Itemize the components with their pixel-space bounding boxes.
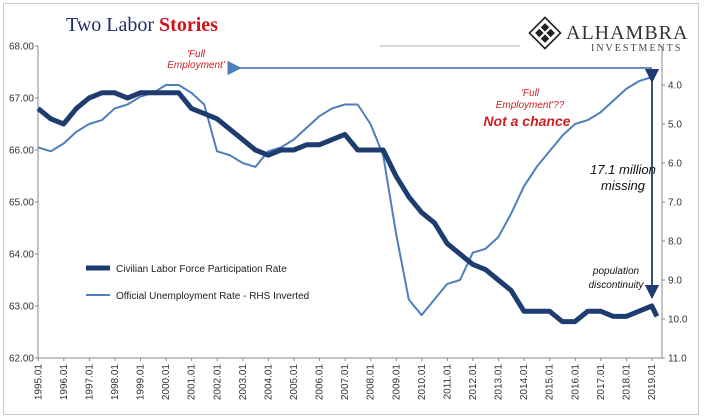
x-tick-label: 1998.01 xyxy=(110,364,121,401)
x-tick-label: 2018.01 xyxy=(621,364,632,401)
x-tick-label: 2014.01 xyxy=(519,364,530,401)
x-tick-label: 2003.01 xyxy=(238,364,249,401)
chart-series xyxy=(36,68,660,325)
right-tick-label: 4.0 xyxy=(668,81,682,92)
missing-word-label: missing xyxy=(601,178,646,193)
population-label: population xyxy=(592,266,640,277)
x-tick-label: 1999.01 xyxy=(136,364,147,401)
right-tick-label: 6.0 xyxy=(668,159,682,170)
x-tick-label: 2019.01 xyxy=(647,364,658,401)
x-tick-label: 2002.01 xyxy=(212,364,223,401)
x-tick-label: 2015.01 xyxy=(545,364,556,401)
not-a-chance-label: Not a chance xyxy=(483,113,570,129)
legend-lfpr-label: Civilian Labor Force Participation Rate xyxy=(116,264,287,275)
x-tick-label: 2004.01 xyxy=(263,364,274,401)
legend-unemployment-label: Official Unemployment Rate - RHS Inverte… xyxy=(116,291,309,302)
x-tick-label: 2007.01 xyxy=(340,364,351,401)
title-emphasis: Stories xyxy=(159,14,218,36)
logo-subtitle: INVESTMENTS xyxy=(591,43,683,54)
full-employment-label-line1: 'Full xyxy=(187,49,206,60)
x-tick-label: 1997.01 xyxy=(84,364,95,401)
x-tick-label: 2006.01 xyxy=(315,364,326,401)
x-tick-label: 2008.01 xyxy=(366,364,377,401)
chart-title: Two Labor Stories xyxy=(66,14,218,37)
right-tick-label: 11.0 xyxy=(668,354,687,365)
lfpr-series-line xyxy=(36,90,660,325)
discontinuity-label: discontinuity xyxy=(588,280,644,291)
left-tick-label: 68.00 xyxy=(9,42,34,53)
chart-frame xyxy=(3,3,699,415)
missing-amount-label: 17.1 million xyxy=(590,162,656,177)
x-tick-label: 2011.01 xyxy=(442,364,453,400)
x-tick-label: 2009.01 xyxy=(391,364,402,401)
left-tick-label: 67.00 xyxy=(9,94,34,105)
right-tick-label: 5.0 xyxy=(668,120,682,131)
x-tick-label: 2000.01 xyxy=(161,364,172,401)
right-tick-label: 10.0 xyxy=(668,315,688,326)
right-tick-label: 7.0 xyxy=(668,198,682,209)
chart-legend: Civilian Labor Force Participation Rate O… xyxy=(86,264,309,302)
alhambra-logo-icon xyxy=(528,16,562,50)
left-tick-label: 63.00 xyxy=(9,302,34,313)
left-tick-label: 65.00 xyxy=(9,198,34,209)
x-tick-label: 2012.01 xyxy=(468,364,479,401)
left-tick-label: 66.00 xyxy=(9,146,34,157)
full-employment-label-line2: Employment' xyxy=(167,60,226,71)
x-tick-label: 2016.01 xyxy=(570,364,581,401)
full-employment-q-line2: Employment'?? xyxy=(496,100,565,111)
logo-name: ALHAMBRA xyxy=(566,22,689,44)
x-tick-label: 1995.01 xyxy=(33,364,44,401)
x-tick-label: 2013.01 xyxy=(494,364,505,401)
chart-axes: 62.00 63.00 64.00 65.00 66.00 67.00 68.00 4.0 5.… xyxy=(9,42,688,401)
right-tick-label: 9.0 xyxy=(668,276,682,287)
x-tick-label: 2001.01 xyxy=(187,364,198,401)
unemployment-series-line xyxy=(37,68,658,317)
x-tick-label: 1996.01 xyxy=(59,364,70,401)
right-tick-label: 8.0 xyxy=(668,237,682,248)
x-tick-label: 2010.01 xyxy=(417,364,428,401)
title-prefix: Two Labor xyxy=(66,14,160,36)
left-tick-label: 64.00 xyxy=(9,250,34,261)
full-employment-q-line1: 'Full xyxy=(521,88,540,99)
x-tick-label: 2005.01 xyxy=(289,364,300,401)
x-tick-label: 2017.01 xyxy=(596,364,607,401)
left-tick-label: 62.00 xyxy=(9,354,34,365)
